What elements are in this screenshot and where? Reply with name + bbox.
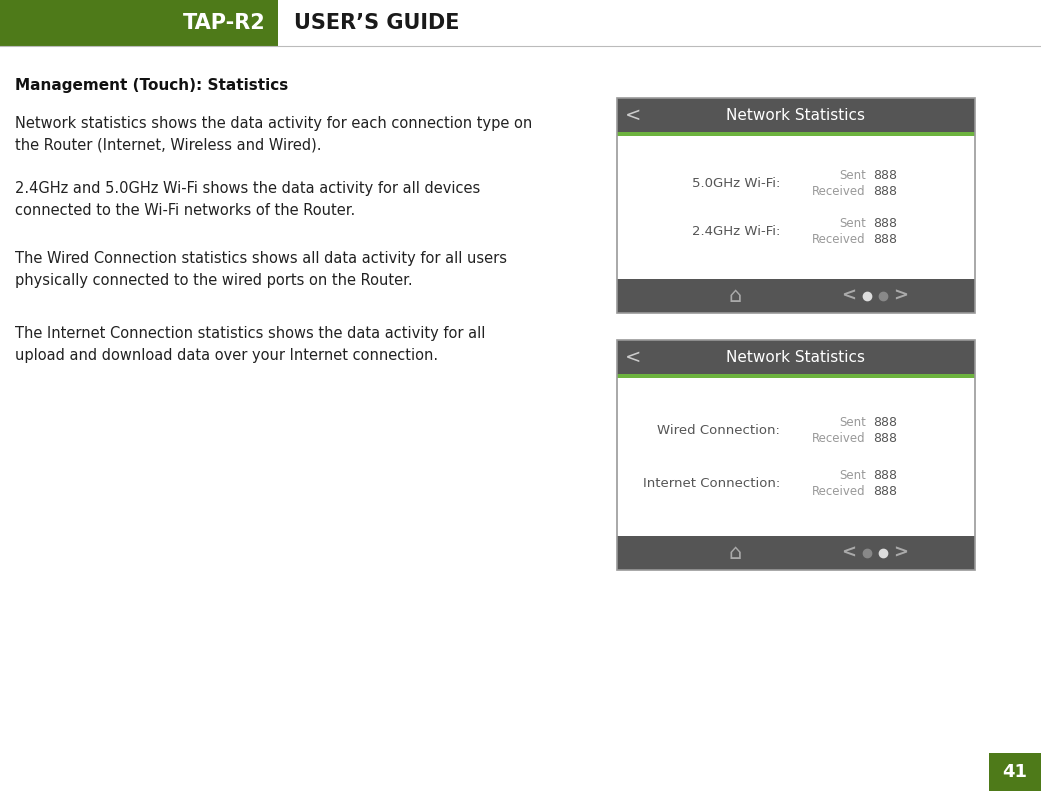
Text: ⌂: ⌂ [729, 543, 742, 563]
Bar [617, 132, 975, 136]
Text: Network statistics shows the data activity for each connection type on
the Route: Network statistics shows the data activi… [15, 116, 532, 153]
Text: Management (Touch): Statistics: Management (Touch): Statistics [15, 78, 288, 93]
Text: <: < [841, 544, 857, 562]
Text: Internet Connection:: Internet Connection: [642, 477, 780, 490]
Bar [617, 378, 975, 536]
Text: The Wired Connection statistics shows all data activity for all users
physically: The Wired Connection statistics shows al… [15, 251, 507, 288]
Text: 888: 888 [873, 469, 897, 482]
Bar [278, 0, 1041, 46]
Text: TAP-R2: TAP-R2 [183, 13, 266, 33]
Text: 888: 888 [873, 432, 897, 445]
Text: 888: 888 [873, 416, 897, 430]
Bar [617, 136, 975, 279]
Text: ⌂: ⌂ [729, 286, 742, 306]
Text: The Internet Connection statistics shows the data activity for all
upload and do: The Internet Connection statistics shows… [15, 326, 485, 362]
Text: <: < [625, 347, 641, 366]
Text: 888: 888 [873, 185, 897, 199]
Text: Network Statistics: Network Statistics [727, 350, 865, 365]
Text: >: > [893, 287, 908, 305]
Text: 888: 888 [873, 217, 897, 230]
Text: Sent: Sent [839, 416, 866, 430]
Text: <: < [625, 105, 641, 124]
Text: Sent: Sent [839, 169, 866, 182]
Text: 2.4GHz Wi-Fi:: 2.4GHz Wi-Fi: [691, 225, 780, 238]
Bar [617, 340, 975, 570]
Bar [617, 340, 975, 374]
Text: Wired Connection:: Wired Connection: [657, 424, 780, 437]
Text: Received: Received [812, 185, 866, 199]
Text: Received: Received [812, 233, 866, 246]
Text: 2.4GHz and 5.0GHz Wi-Fi shows the data activity for all devices
connected to the: 2.4GHz and 5.0GHz Wi-Fi shows the data a… [15, 181, 480, 218]
Text: Received: Received [812, 485, 866, 498]
Bar [989, 753, 1041, 791]
Text: Sent: Sent [839, 469, 866, 482]
Bar [617, 98, 975, 132]
Text: 888: 888 [873, 233, 897, 246]
Text: Sent: Sent [839, 217, 866, 230]
Text: 888: 888 [873, 485, 897, 498]
Bar [0, 0, 278, 46]
Text: Network Statistics: Network Statistics [727, 108, 865, 123]
Text: >: > [893, 544, 908, 562]
Text: 888: 888 [873, 169, 897, 182]
Bar [617, 98, 975, 313]
Text: USER’S GUIDE: USER’S GUIDE [294, 13, 459, 33]
Text: 41: 41 [1002, 763, 1027, 781]
Text: <: < [841, 287, 857, 305]
Text: Received: Received [812, 432, 866, 445]
Bar [617, 374, 975, 378]
Text: 5.0GHz Wi-Fi:: 5.0GHz Wi-Fi: [691, 177, 780, 190]
Bar [617, 536, 975, 570]
Bar [617, 279, 975, 313]
